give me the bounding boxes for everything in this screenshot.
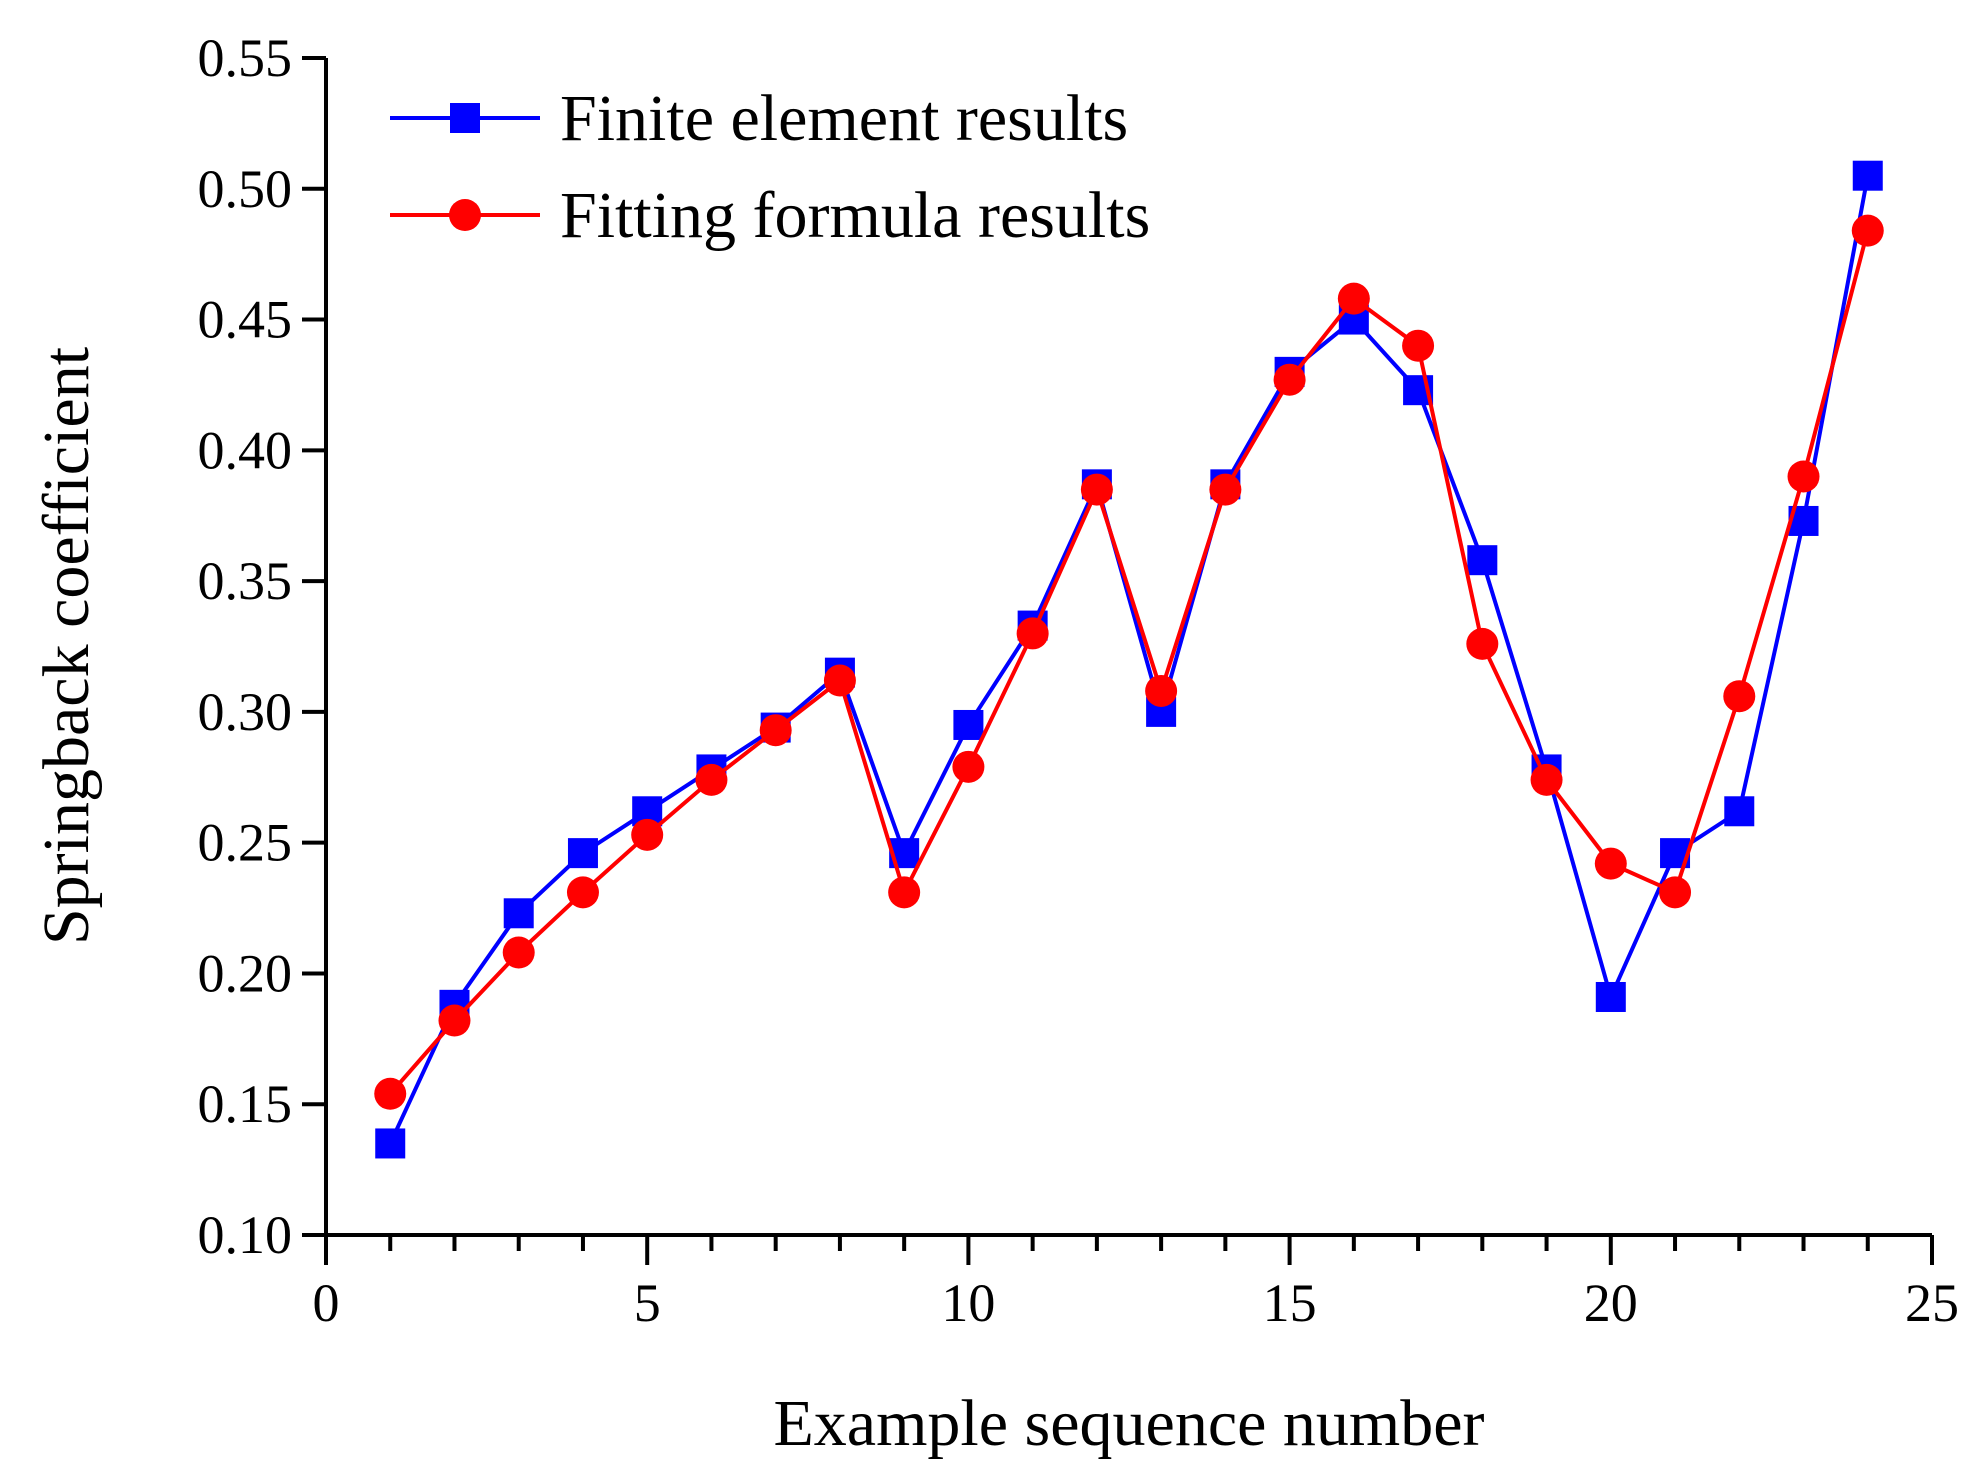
data-point-circle bbox=[1402, 329, 1435, 362]
data-point-square bbox=[503, 898, 534, 929]
data-point-square bbox=[1595, 981, 1626, 1012]
legend-square-marker bbox=[450, 103, 480, 133]
legend-label: Finite element results bbox=[560, 82, 1128, 155]
data-point-circle bbox=[695, 763, 728, 796]
y-tick-label: 0.30 bbox=[198, 682, 293, 742]
data-point-circle bbox=[438, 1004, 471, 1037]
data-point-circle bbox=[1594, 847, 1627, 880]
y-tick-label: 0.45 bbox=[198, 290, 293, 350]
data-point-circle bbox=[952, 750, 985, 783]
data-point-circle bbox=[759, 714, 792, 747]
data-point-circle bbox=[1466, 627, 1499, 660]
data-point-circle bbox=[1787, 460, 1820, 493]
x-tick-label: 5 bbox=[634, 1273, 661, 1333]
y-tick-label: 0.25 bbox=[198, 813, 293, 873]
x-tick-label: 25 bbox=[1905, 1273, 1959, 1333]
data-point-square bbox=[1467, 545, 1498, 576]
y-tick-label: 0.55 bbox=[198, 28, 293, 88]
series-1 bbox=[375, 160, 1883, 1159]
legend: Finite element results Fitting formula re… bbox=[390, 82, 1150, 252]
x-tick-label: 0 bbox=[313, 1273, 340, 1333]
data-point-circle bbox=[502, 936, 535, 969]
data-point-circle bbox=[631, 818, 664, 851]
data-point-circle bbox=[374, 1077, 407, 1110]
data-point-circle bbox=[1530, 763, 1563, 796]
data-point-square bbox=[1724, 796, 1755, 827]
data-point-circle bbox=[1209, 473, 1242, 506]
data-point-circle bbox=[888, 876, 921, 909]
data-point-circle bbox=[1659, 876, 1692, 909]
y-tick-label: 0.20 bbox=[198, 943, 293, 1003]
y-tick-label: 0.10 bbox=[198, 1205, 293, 1265]
x-ticks: 0 5 10 15 20 25 bbox=[313, 1235, 1959, 1333]
data-point-square bbox=[953, 709, 984, 740]
series-line bbox=[388, 175, 1870, 1145]
legend-label: Fitting formula results bbox=[560, 179, 1150, 252]
data-point-square bbox=[1852, 160, 1883, 191]
data-point-circle bbox=[1851, 214, 1884, 247]
y-tick-label: 0.50 bbox=[198, 159, 293, 219]
x-tick-label: 20 bbox=[1584, 1273, 1638, 1333]
series-2 bbox=[374, 214, 1884, 1110]
data-point-circle bbox=[1337, 282, 1370, 315]
y-ticks: 0.10 0.15 0.20 0.25 0.30 0.35 0.40 0.45 0.50 0.55 bbox=[198, 28, 326, 1265]
data-point-circle bbox=[1080, 473, 1113, 506]
legend-item: Fitting formula results bbox=[390, 179, 1150, 252]
y-tick-label: 0.15 bbox=[198, 1074, 293, 1134]
data-point-circle bbox=[1273, 363, 1306, 396]
data-point-circle bbox=[1723, 680, 1756, 713]
data-point-circle bbox=[566, 876, 599, 909]
series-layer bbox=[374, 160, 1884, 1159]
data-point-square bbox=[375, 1128, 406, 1159]
data-point-circle bbox=[1016, 617, 1049, 650]
data-point-circle bbox=[823, 664, 856, 697]
series-line bbox=[388, 230, 1870, 1096]
x-tick-label: 10 bbox=[941, 1273, 995, 1333]
y-tick-label: 0.35 bbox=[198, 551, 293, 611]
y-axis-title: Springback coefficient bbox=[30, 347, 103, 945]
x-tick-label: 15 bbox=[1263, 1273, 1317, 1333]
legend-circle-marker bbox=[449, 199, 481, 231]
y-tick-label: 0.40 bbox=[198, 420, 293, 480]
data-point-square bbox=[567, 838, 598, 869]
data-point-circle bbox=[1145, 674, 1178, 707]
x-axis-title: Example sequence number bbox=[773, 1387, 1484, 1460]
legend-item: Finite element results bbox=[390, 82, 1128, 155]
